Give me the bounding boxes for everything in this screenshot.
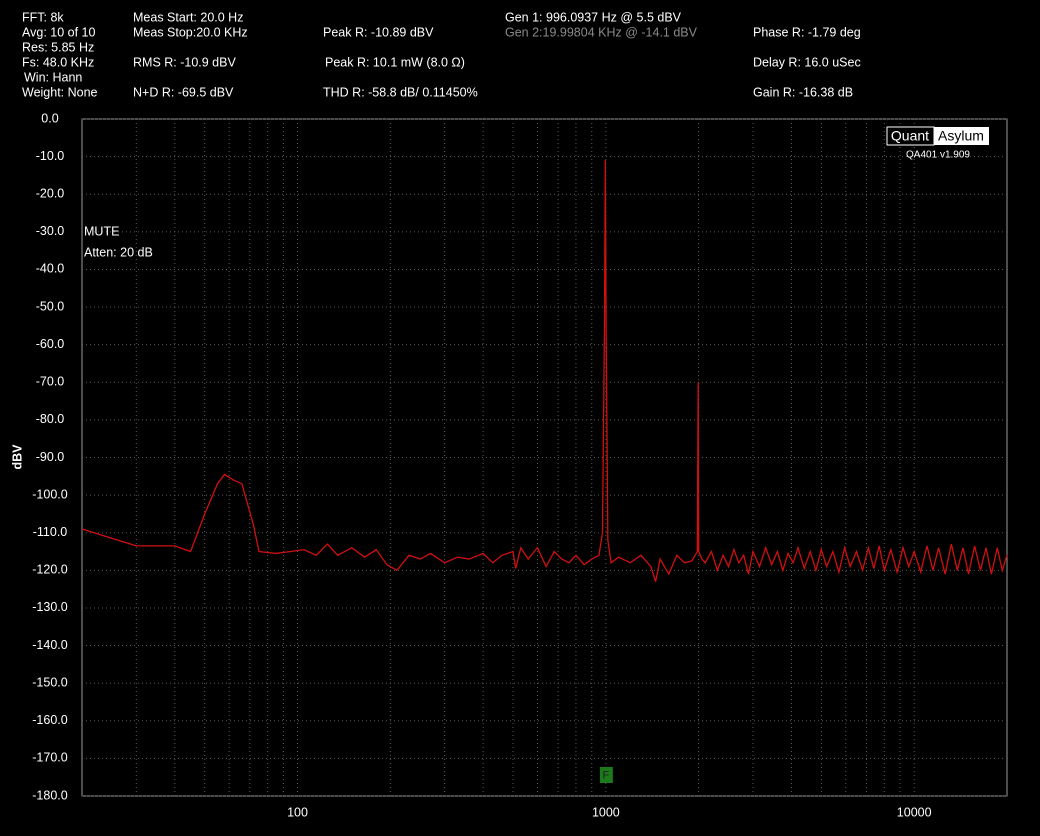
y-tick-label: -100.0 [32,487,67,501]
readout: Res: 5.85 Hz [22,40,94,54]
logo: Quant Asylum QA401 v1.909 [886,126,989,161]
marker-box [599,767,613,783]
annotation: MUTE [84,224,119,238]
logo-left: Quant [891,128,929,144]
y-tick-label: -20.0 [36,187,65,201]
y-tick-label: -10.0 [36,149,65,163]
y-axis-label: dBV [10,444,24,470]
annotation: Atten: 20 dB [84,245,153,259]
readout: Fs: 48.0 KHz [22,55,94,69]
readout: THD R: -58.8 dB/ 0.11450% [323,85,478,99]
readout: Gen 1: 996.0937 Hz @ 5.5 dBV [505,10,682,24]
y-tick-label: 0.0 [41,111,58,125]
spectrum-line [81,159,1008,582]
y-tick-label: -30.0 [36,224,65,238]
y-tick-label: -40.0 [36,262,65,276]
y-tick-label: -70.0 [36,375,65,389]
logo-box [934,127,989,145]
readout: Avg: 10 of 10 [22,25,95,39]
plot [81,118,1008,797]
version: QA401 v1.909 [906,150,970,161]
y-tick-label: -130.0 [32,600,67,614]
plot-frame [81,118,1008,797]
y-tick-label: -170.0 [32,751,67,765]
readout: Gain R: -16.38 dB [753,85,853,99]
y-tick-label: -160.0 [32,713,67,727]
y-tick-label: -120.0 [32,563,67,577]
readout: Weight: None [22,85,98,99]
readout: Peak R: -10.89 dBV [323,25,434,39]
readout: Phase R: -1.79 deg [753,25,861,39]
readout: Meas Stop:20.0 KHz [133,25,248,39]
readout: Gen 2:19.99804 KHz @ -14.1 dBV [505,25,698,39]
y-tick-label: -140.0 [32,638,67,652]
y-tick-label: -180.0 [32,788,67,802]
y-tick-label: -90.0 [36,450,65,464]
marker-label: F [602,769,609,781]
x-tick-label: 100 [287,805,308,819]
readouts: FFT: 8k Avg: 10 of 10 Res: 5.85 Hz Fs: 4… [22,10,861,99]
y-tick-label: -110.0 [33,525,68,539]
y-tick-label: -60.0 [36,337,65,351]
readout: FFT: 8k [22,10,64,24]
logo-right: Asylum [938,128,984,144]
x-tick-label: 1000 [592,805,620,819]
y-tick-label: -50.0 [36,299,65,313]
readout: Peak R: 10.1 mW (8.0 Ω) [325,55,465,69]
readout: Win: Hann [24,70,82,84]
readout: RMS R: -10.9 dBV [133,55,236,69]
readout: N+D R: -69.5 dBV [133,85,234,99]
y-tick-label: -80.0 [36,412,65,426]
y-tick-label: -150.0 [32,675,67,689]
readout: Delay R: 16.0 uSec [753,55,861,69]
readout: Meas Start: 20.0 Hz [133,10,243,24]
x-tick-label: 10000 [897,805,932,819]
